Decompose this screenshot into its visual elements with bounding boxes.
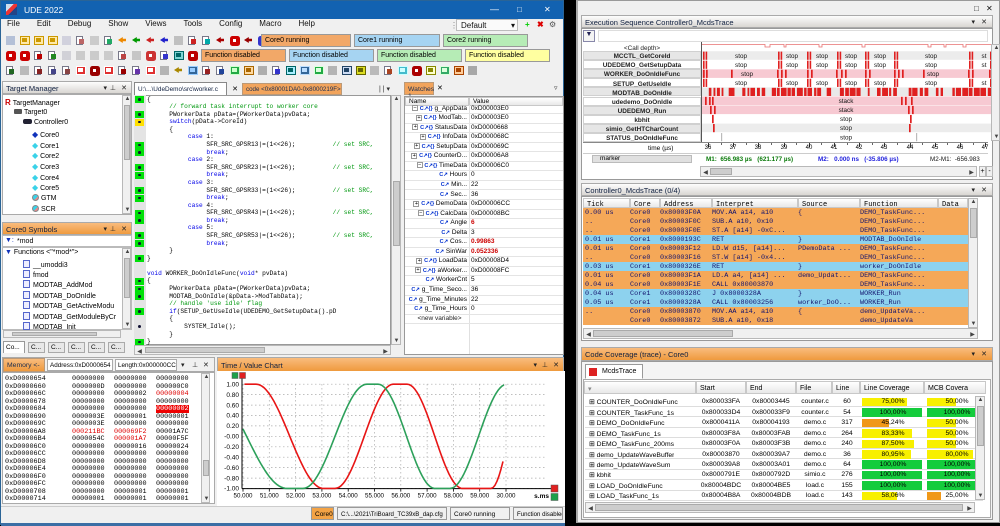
- svg-text:59.000: 59.000: [470, 493, 489, 500]
- svg-text:stop: stop: [874, 80, 886, 87]
- svg-text:0.40: 0.40: [226, 413, 239, 420]
- svg-text:st: st: [982, 53, 987, 60]
- svg-text:stop: stop: [840, 134, 852, 141]
- svg-text:-0.40: -0.40: [224, 454, 239, 461]
- svg-text:30.000: 30.000: [497, 493, 516, 500]
- svg-text:stop: stop: [840, 116, 852, 123]
- svg-text:stop: stop: [845, 53, 857, 60]
- svg-text:stop: stop: [927, 71, 939, 78]
- svg-text:st: st: [982, 62, 987, 69]
- svg-text:51.000: 51.000: [260, 493, 279, 500]
- svg-text:0.20: 0.20: [226, 423, 239, 430]
- svg-text:stop: stop: [816, 80, 828, 87]
- svg-text:52.000: 52.000: [286, 493, 305, 500]
- svg-text:s.ms: s.ms: [534, 493, 549, 500]
- svg-text:stop: stop: [845, 80, 857, 87]
- svg-text:1.00: 1.00: [226, 381, 239, 388]
- svg-text:stop: stop: [735, 53, 747, 60]
- svg-text:stop: stop: [925, 80, 937, 87]
- svg-text:-0.60: -0.60: [224, 465, 239, 472]
- svg-text:0.80: 0.80: [226, 392, 239, 399]
- svg-text:55.000: 55.000: [365, 493, 384, 500]
- svg-text:stop: stop: [840, 125, 852, 132]
- svg-text:-0.80: -0.80: [224, 475, 239, 482]
- svg-text:-0.00: -0.00: [224, 434, 239, 441]
- svg-text:stop: stop: [816, 62, 828, 69]
- svg-text:stop: stop: [874, 62, 886, 69]
- svg-text:58.000: 58.000: [444, 493, 463, 500]
- svg-text:st: st: [982, 80, 987, 87]
- svg-text:stop: stop: [925, 53, 937, 60]
- svg-text:54.000: 54.000: [339, 493, 358, 500]
- svg-text:stop: stop: [735, 80, 747, 87]
- svg-text:0.60: 0.60: [226, 402, 239, 409]
- svg-text:stack: stack: [839, 98, 855, 105]
- svg-text:56.000: 56.000: [391, 493, 410, 500]
- svg-text:stop: stop: [786, 80, 798, 87]
- svg-text:53.000: 53.000: [312, 493, 331, 500]
- svg-text:57.000: 57.000: [418, 493, 437, 500]
- svg-text:stop: stop: [786, 62, 798, 69]
- svg-text:stop: stop: [786, 53, 798, 60]
- svg-text:stop: stop: [735, 62, 747, 69]
- svg-text:stop: stop: [816, 53, 828, 60]
- svg-text:stop: stop: [874, 53, 886, 60]
- svg-text:stop: stop: [845, 62, 857, 69]
- svg-text:stop: stop: [741, 71, 753, 78]
- svg-text:stop: stop: [925, 62, 937, 69]
- svg-text:50.000: 50.000: [234, 493, 253, 500]
- svg-text:stack: stack: [839, 107, 855, 114]
- svg-text:-0.20: -0.20: [224, 444, 239, 451]
